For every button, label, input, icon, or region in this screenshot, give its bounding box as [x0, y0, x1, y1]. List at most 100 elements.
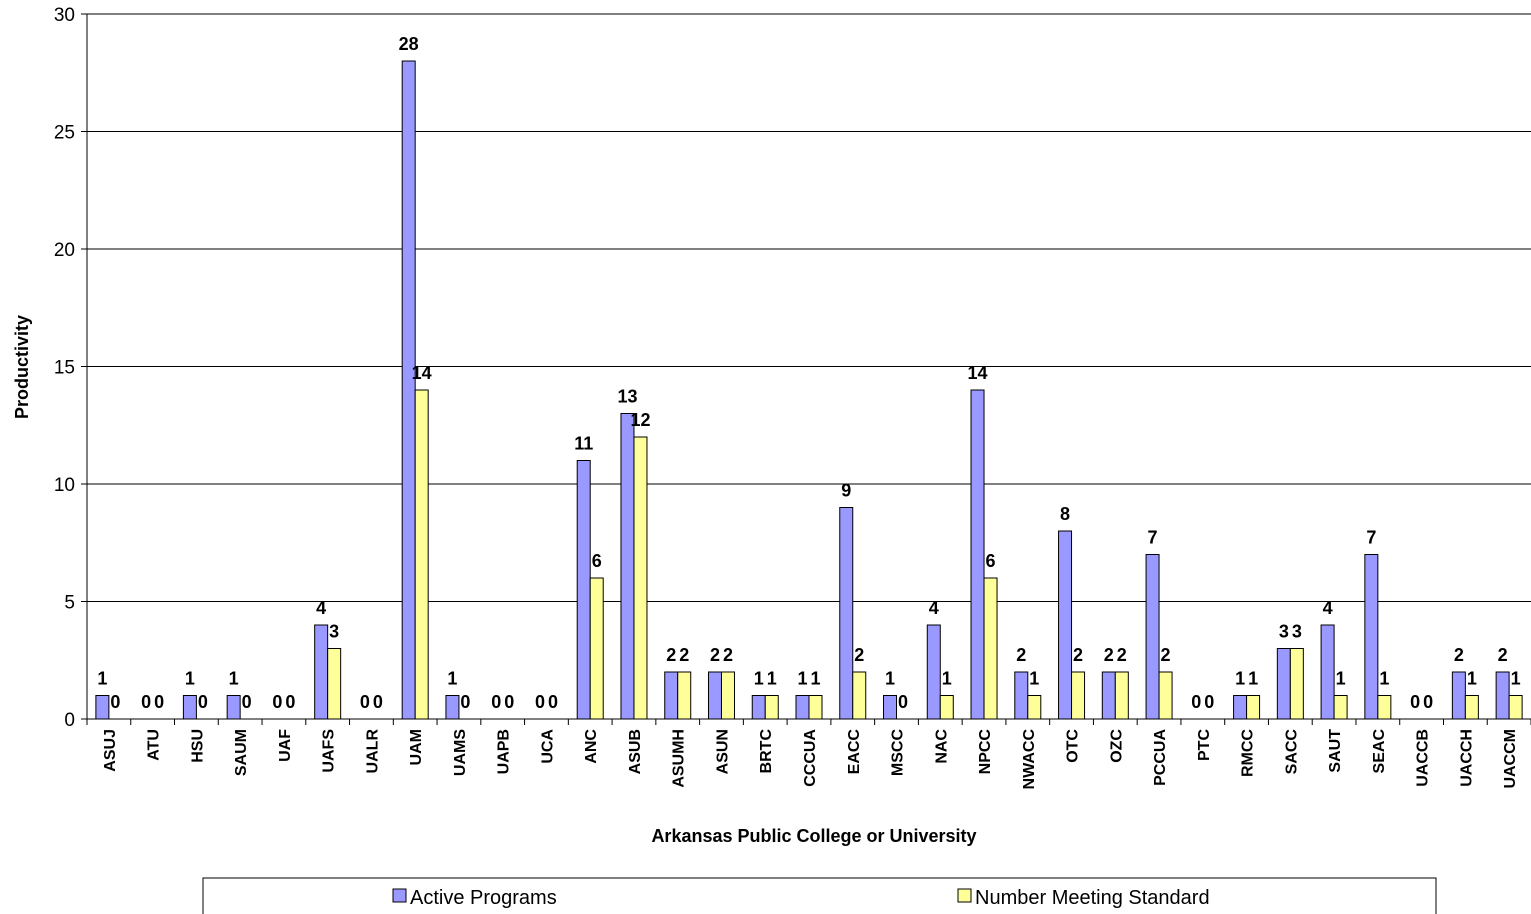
x-tick-label-anc: ANC — [583, 729, 600, 764]
bar-active-programs-hsu — [182, 695, 197, 720]
data-label-number-meeting-standard-hsu: 0 — [198, 692, 208, 712]
bar-number-meeting-standard-uafs — [327, 648, 342, 720]
x-tick-label-ptc: PTC — [1196, 729, 1213, 761]
data-label-active-programs-mscc: 1 — [885, 669, 895, 689]
bar-number-meeting-standard-asumh — [677, 671, 692, 720]
bar-active-programs-uam — [401, 60, 416, 720]
bar-active-programs-pccua — [1145, 554, 1160, 720]
bar-active-programs-npcc — [970, 389, 985, 720]
data-label-number-meeting-standard-saut: 1 — [1336, 669, 1346, 689]
x-tick-label-atu: ATU — [146, 729, 163, 761]
x-tick-label-brtc: BRTC — [758, 729, 775, 774]
data-label-number-meeting-standard-asun: 2 — [723, 645, 733, 665]
x-tick-label-nac: NAC — [933, 729, 950, 764]
y-tick-label-10: 10 — [54, 475, 75, 496]
bar-active-programs-rmcc — [1233, 695, 1248, 720]
data-label-active-programs-otc: 8 — [1060, 504, 1070, 524]
x-tick-label-uam: UAM — [408, 729, 425, 765]
x-tick-label-uaccb: UACCB — [1415, 729, 1432, 787]
bar-active-programs-cccua — [795, 695, 810, 720]
data-label-active-programs-pccua: 7 — [1148, 528, 1158, 548]
y-tick-label-30: 30 — [54, 5, 75, 26]
data-label-active-programs-nwacc: 2 — [1016, 645, 1026, 665]
data-label-active-programs-uafs: 4 — [316, 598, 326, 618]
data-label-active-programs-uams: 1 — [447, 669, 457, 689]
data-label-number-meeting-standard-ptc: 0 — [1204, 692, 1214, 712]
data-label-active-programs-cccua: 1 — [797, 669, 807, 689]
data-label-active-programs-hsu: 1 — [185, 669, 195, 689]
data-label-active-programs-uaccm: 2 — [1498, 645, 1508, 665]
data-label-number-meeting-standard-uaf: 0 — [285, 692, 295, 712]
x-tick-label-saut: SAUT — [1327, 729, 1344, 773]
legend-box — [202, 877, 1437, 914]
data-label-active-programs-uaf: 0 — [272, 692, 282, 712]
y-axis-title: Productivity — [12, 315, 32, 419]
data-label-number-meeting-standard-uaccm: 1 — [1511, 669, 1521, 689]
data-label-active-programs-seac: 7 — [1366, 528, 1376, 548]
bar-active-programs-seac — [1364, 554, 1379, 720]
bar-number-meeting-standard-npcc — [983, 577, 998, 720]
bar-active-programs-asuj — [95, 695, 110, 720]
data-label-number-meeting-standard-asuj: 0 — [110, 692, 120, 712]
data-label-number-meeting-standard-uafs: 3 — [329, 622, 339, 642]
data-label-active-programs-asun: 2 — [710, 645, 720, 665]
data-label-active-programs-saut: 4 — [1323, 598, 1333, 618]
x-tick-label-saum: SAUM — [233, 729, 250, 776]
legend-label-number-meeting-standard: Number Meeting Standard — [975, 887, 1210, 909]
data-label-active-programs-uam: 28 — [399, 34, 419, 54]
x-tick-label-sacc: SACC — [1283, 729, 1300, 775]
data-label-number-meeting-standard-uacch: 1 — [1467, 669, 1477, 689]
data-label-number-meeting-standard-seac: 1 — [1379, 669, 1389, 689]
bar-number-meeting-standard-rmcc — [1246, 695, 1261, 720]
data-label-active-programs-ozc: 2 — [1104, 645, 1114, 665]
data-label-active-programs-anc: 11 — [574, 434, 593, 454]
data-label-number-meeting-standard-pccua: 2 — [1161, 645, 1171, 665]
data-label-number-meeting-standard-saum: 0 — [242, 692, 252, 712]
x-tick-label-asuj: ASUJ — [102, 729, 119, 772]
x-tick-label-asumh: ASUMH — [671, 729, 688, 788]
data-label-number-meeting-standard-eacc: 2 — [854, 645, 864, 665]
x-tick-label-npcc: NPCC — [977, 729, 994, 775]
data-label-number-meeting-standard-uaccb: 0 — [1423, 692, 1433, 712]
bar-number-meeting-standard-anc — [589, 577, 604, 720]
bar-number-meeting-standard-eacc — [852, 671, 867, 720]
data-label-number-meeting-standard-uca: 0 — [548, 692, 558, 712]
data-label-number-meeting-standard-anc: 6 — [592, 551, 602, 571]
x-tick-label-rmcc: RMCC — [1240, 729, 1257, 777]
x-tick-label-ozc: OZC — [1108, 729, 1125, 763]
x-tick-label-uams: UAMS — [452, 729, 469, 776]
x-tick-labels: ASUJ ATU HSU SAUM UAF UAFS UALR UAM UAMS UAPB UCA A… — [102, 729, 1519, 790]
bar-active-programs-asub — [620, 413, 635, 720]
data-label-number-meeting-standard-otc: 2 — [1073, 645, 1083, 665]
x-tick-label-mscc: MSCC — [890, 729, 907, 777]
bar-active-programs-sacc — [1276, 648, 1291, 720]
data-label-number-meeting-standard-uams: 0 — [460, 692, 470, 712]
bar-active-programs-asun — [707, 671, 722, 720]
x-tick-label-nwacc: NWACC — [1021, 729, 1038, 790]
x-tick-label-uaf: UAF — [277, 729, 294, 762]
bar-number-meeting-standard-uaccm — [1508, 695, 1523, 720]
x-tick-label-asub: ASUB — [627, 729, 644, 774]
y-tick-label-15: 15 — [54, 358, 75, 379]
x-tick-label-otc: OTC — [1065, 729, 1082, 763]
x-tick-label-ualr: UALR — [364, 729, 381, 774]
legend-swatch-number-meeting-standard — [957, 888, 972, 903]
bar-number-meeting-standard-ozc — [1114, 671, 1129, 720]
bar-number-meeting-standard-nac — [939, 695, 954, 720]
data-label-active-programs-saum: 1 — [229, 669, 239, 689]
bar-active-programs-uams — [445, 695, 460, 720]
data-label-number-meeting-standard-nac: 1 — [942, 669, 952, 689]
x-tick-label-uaccm: UACCM — [1502, 729, 1519, 789]
data-label-number-meeting-standard-nwacc: 1 — [1029, 669, 1039, 689]
data-label-active-programs-nac: 4 — [929, 598, 939, 618]
data-label-active-programs-sacc: 3 — [1279, 622, 1289, 642]
bar-active-programs-uafs — [314, 624, 329, 720]
bar-active-programs-anc — [576, 460, 591, 720]
legend-label-active-programs: Active Programs — [410, 887, 557, 909]
data-label-number-meeting-standard-brtc: 1 — [767, 669, 777, 689]
legend-swatch-active-programs — [392, 888, 407, 903]
x-tick-label-seac: SEAC — [1371, 729, 1388, 774]
bar-active-programs-nwacc — [1014, 671, 1029, 720]
bar-active-programs-uacch — [1451, 671, 1466, 720]
